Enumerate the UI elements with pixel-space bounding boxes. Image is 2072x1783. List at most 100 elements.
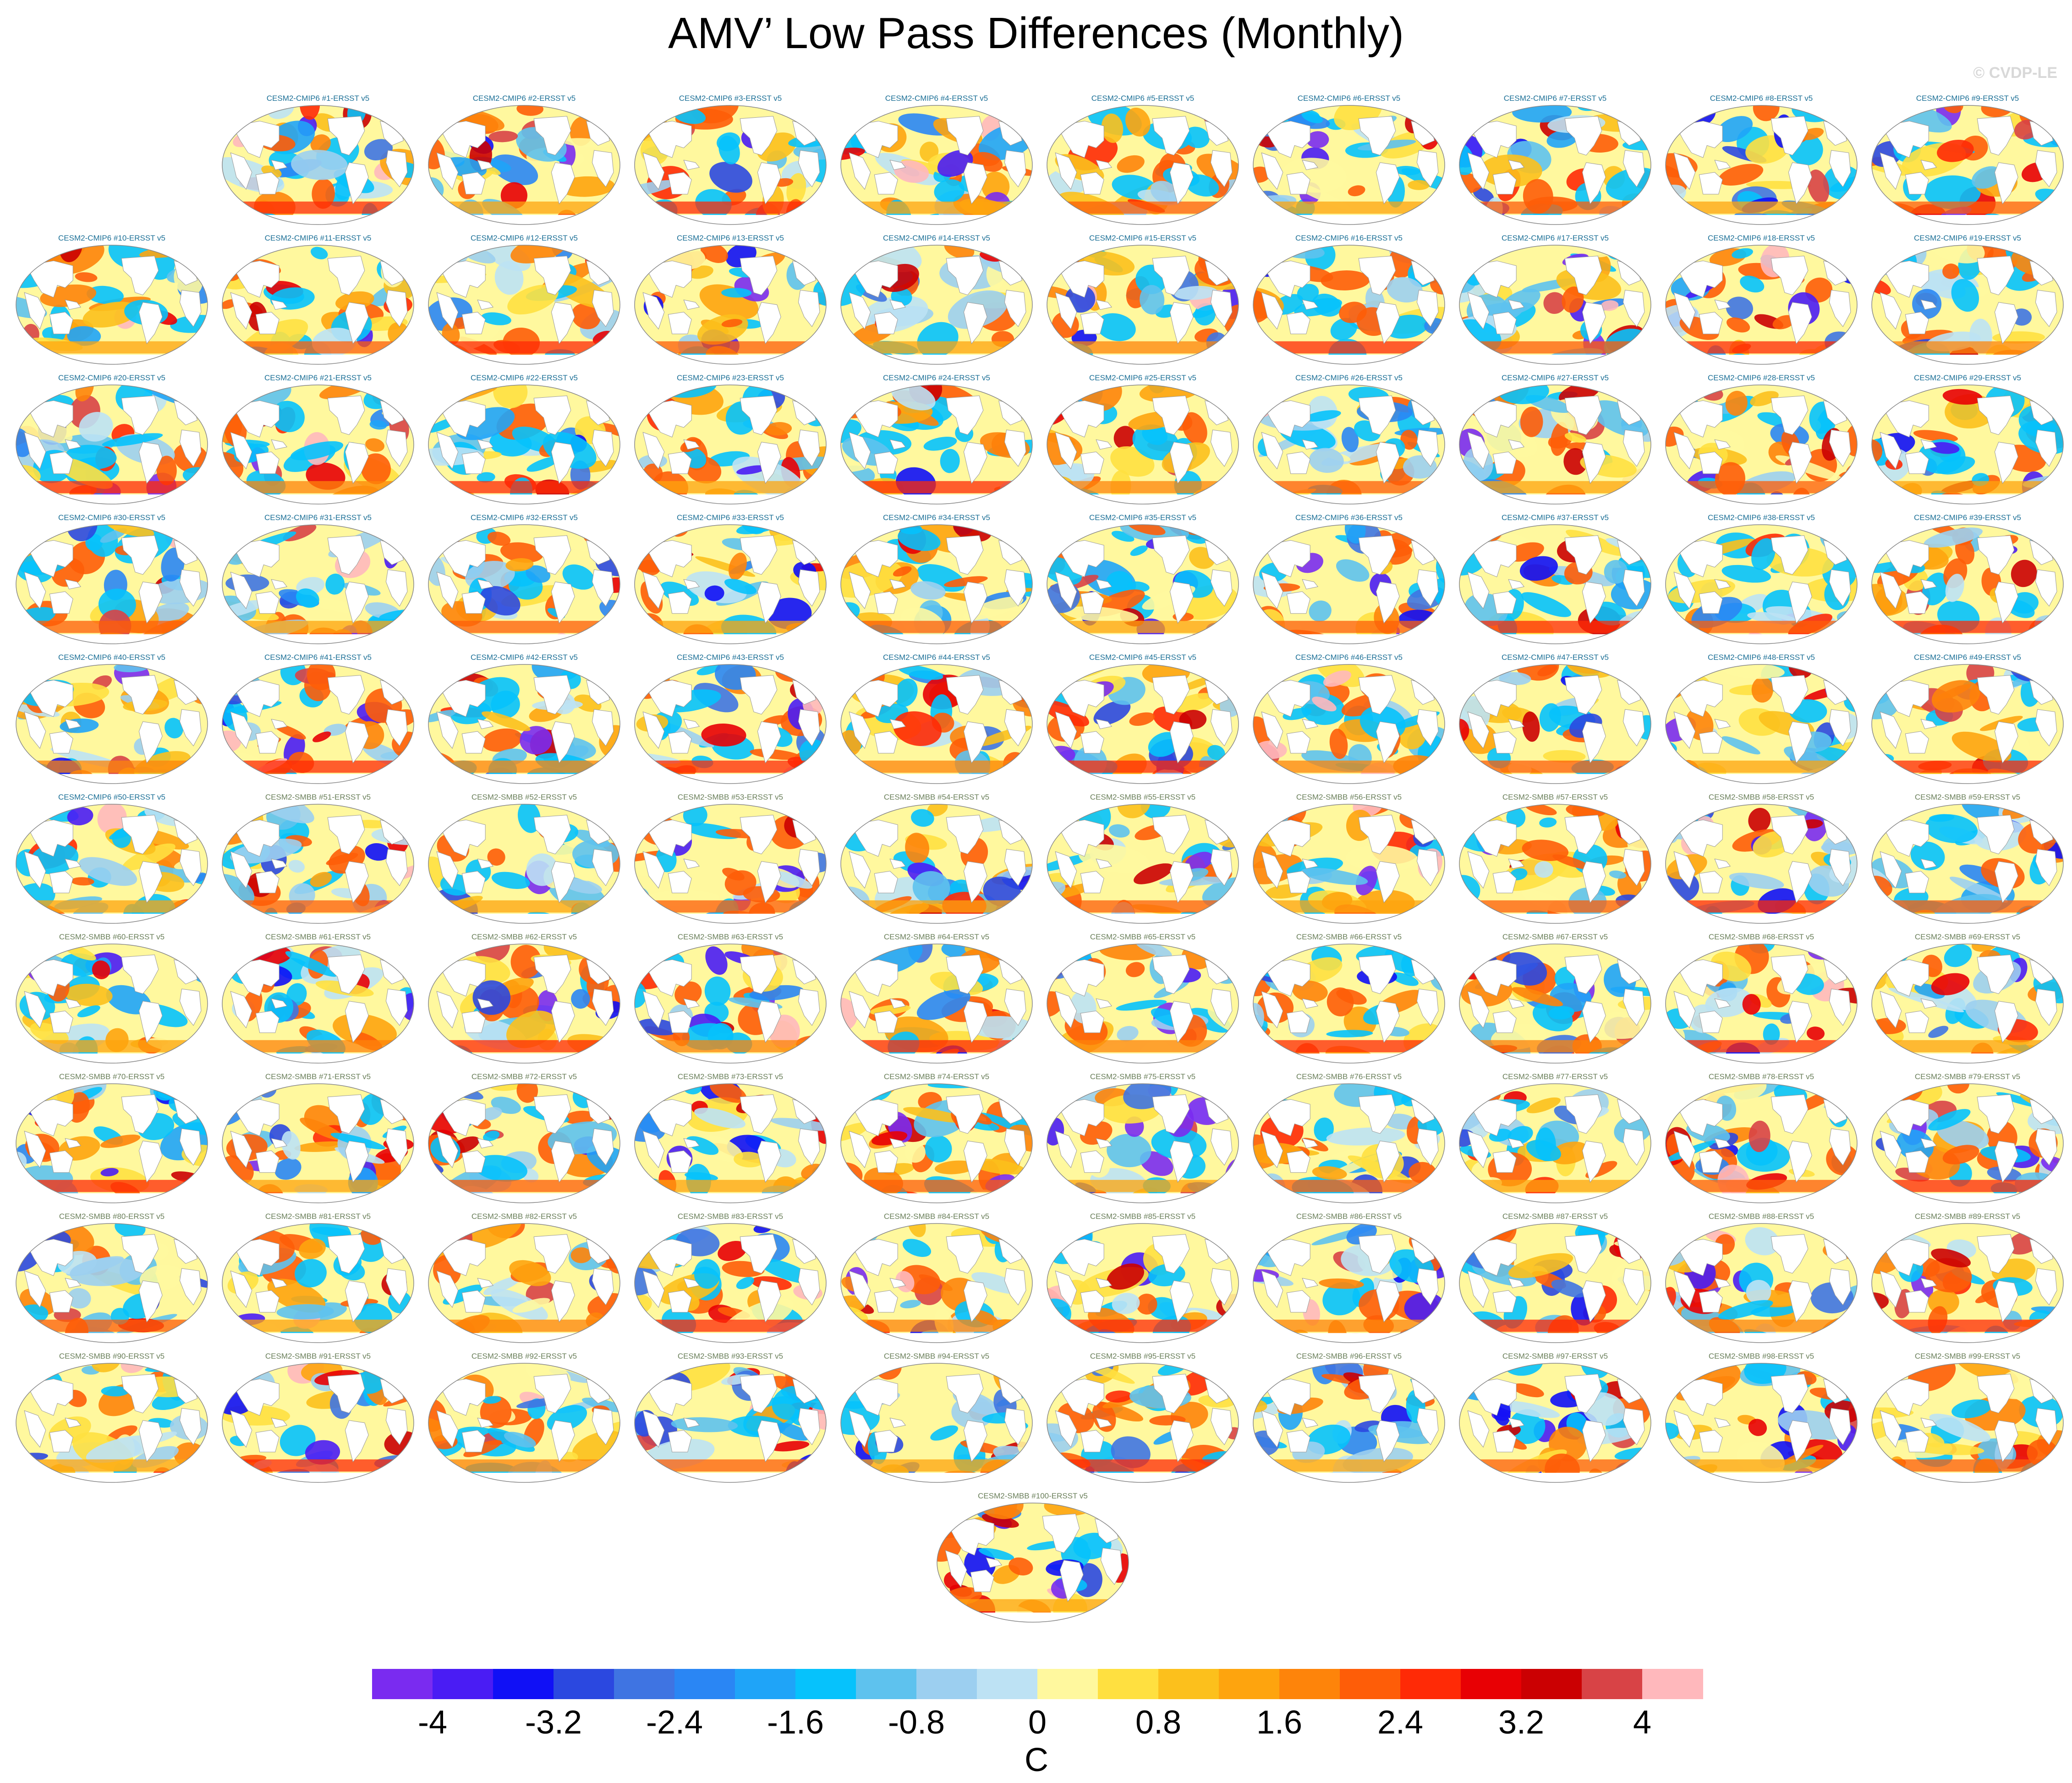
map-outline — [1459, 245, 1651, 365]
land-mass — [1623, 709, 1645, 746]
anomaly-blob — [810, 944, 826, 961]
land-mass — [1286, 312, 1310, 335]
sst-difference-map — [1665, 664, 1858, 784]
panel-label: CESM2-SMBB #62-ERSST v5 — [471, 933, 577, 941]
anomaly-blob — [770, 1118, 826, 1131]
land-mass — [477, 299, 494, 310]
panel-label: CESM2-SMBB #54-ERSST v5 — [883, 793, 990, 801]
land-mass — [1286, 731, 1310, 754]
southern-ocean-band — [222, 1319, 414, 1332]
sst-difference-map — [1047, 1223, 1239, 1343]
anomaly-blob — [1297, 284, 1319, 302]
anomaly-blob — [1000, 630, 1027, 644]
land-mass — [1673, 851, 1696, 889]
panel-label: CESM2-CMIP6 #40-ERSST v5 — [58, 653, 165, 662]
map-outline — [1253, 105, 1445, 225]
anomaly-blob — [312, 178, 335, 209]
map-panel: CESM2-CMIP6 #20-ERSST v5 — [14, 373, 210, 511]
anomaly-blob — [1499, 853, 1568, 891]
anomaly-blob — [428, 1228, 447, 1248]
anomaly-blob — [170, 315, 208, 333]
sst-difference-map — [840, 105, 1033, 225]
anomaly-blob — [16, 1334, 39, 1343]
land-mass — [1169, 162, 1194, 205]
sst-difference-map — [1253, 944, 1445, 1064]
anomaly-blob — [1459, 525, 1486, 537]
anomaly-blob — [916, 989, 970, 1020]
anomaly-blob — [75, 385, 94, 401]
anomaly-blob — [1391, 972, 1419, 986]
panel-label: CESM2-CMIP6 #12-ERSST v5 — [471, 234, 578, 242]
land-mass — [1467, 432, 1490, 470]
southern-ocean-band — [1459, 620, 1651, 633]
anomaly-blob — [1727, 317, 1750, 333]
anomaly-blob — [1732, 248, 1753, 259]
anomaly-blob — [1705, 988, 1752, 1017]
anomaly-blob — [1806, 1026, 1825, 1040]
map-panel: CESM2-SMBB #89-ERSST v5 — [1869, 1212, 2066, 1350]
anomaly-blob — [904, 1142, 926, 1163]
land-mass — [740, 116, 778, 156]
land-mass — [327, 116, 365, 156]
anomaly-blob — [1127, 525, 1166, 535]
anomaly-blob — [937, 150, 973, 177]
land-mass — [1057, 680, 1104, 717]
southern-ocean-band — [1666, 620, 1857, 633]
anomaly-blob — [222, 1223, 244, 1233]
sst-difference-map — [1459, 944, 1651, 1064]
map-panel: CESM2-SMBB #93-ERSST v5 — [632, 1352, 828, 1489]
land-mass — [436, 711, 459, 749]
panel-label: CESM2-SMBB #84-ERSST v5 — [883, 1212, 990, 1221]
anomaly-blob — [674, 981, 702, 1005]
land-mass — [1416, 569, 1439, 607]
land-mass — [1286, 451, 1310, 474]
land-mass — [1261, 851, 1283, 889]
anomaly-blob — [1590, 400, 1649, 438]
sst-difference-map — [428, 105, 620, 225]
panel-label: CESM2-SMBB #88-ERSST v5 — [1708, 1212, 1814, 1221]
southern-ocean-band — [841, 1459, 1032, 1472]
southern-ocean-band — [841, 201, 1032, 214]
anomaly-blob — [1047, 1223, 1062, 1231]
anomaly-blob — [1150, 181, 1180, 204]
anomaly-blob — [736, 465, 767, 475]
map-outline — [16, 664, 208, 784]
land-mass — [849, 432, 871, 470]
land-mass — [642, 991, 665, 1029]
anomaly-blob — [325, 573, 345, 595]
land-mass — [1675, 400, 1723, 438]
southern-ocean-band — [1872, 481, 2063, 494]
sst-difference-map — [222, 1083, 414, 1203]
anomaly-blob — [635, 980, 647, 1008]
southern-ocean-band — [222, 341, 414, 354]
land-mass — [1508, 439, 1525, 450]
southern-ocean-band — [635, 620, 826, 633]
southern-ocean-band — [1459, 1040, 1651, 1053]
land-mass — [1771, 675, 1809, 715]
anomaly-blob — [507, 285, 559, 315]
land-mass — [1004, 569, 1026, 607]
anomaly-blob — [487, 848, 505, 866]
map-panel: CESM2-SMBB #84-ERSST v5 — [839, 1212, 1035, 1350]
southern-ocean-band — [428, 1180, 620, 1192]
map-panel: CESM2-CMIP6 #27-ERSST v5 — [1457, 373, 1653, 511]
land-mass — [1263, 680, 1310, 717]
map-panel: CESM2-CMIP6 #1-ERSST v5 — [220, 94, 416, 231]
land-mass — [1263, 121, 1310, 158]
map-outline — [428, 105, 620, 225]
sst-difference-map — [1047, 664, 1239, 784]
land-mass — [477, 998, 494, 1009]
land-mass — [533, 395, 571, 435]
land-mass — [1469, 819, 1517, 857]
map-outline — [1047, 524, 1239, 644]
anomaly-blob — [796, 218, 826, 225]
anomaly-blob — [75, 272, 98, 282]
anomaly-blob — [1420, 1084, 1437, 1097]
land-mass — [477, 439, 494, 450]
southern-ocean-band — [16, 620, 208, 633]
map-panel: CESM2-SMBB #67-ERSST v5 — [1457, 933, 1653, 1070]
land-mass — [1210, 429, 1233, 467]
anomaly-blob — [1888, 1055, 1913, 1063]
land-mass — [1714, 579, 1731, 590]
